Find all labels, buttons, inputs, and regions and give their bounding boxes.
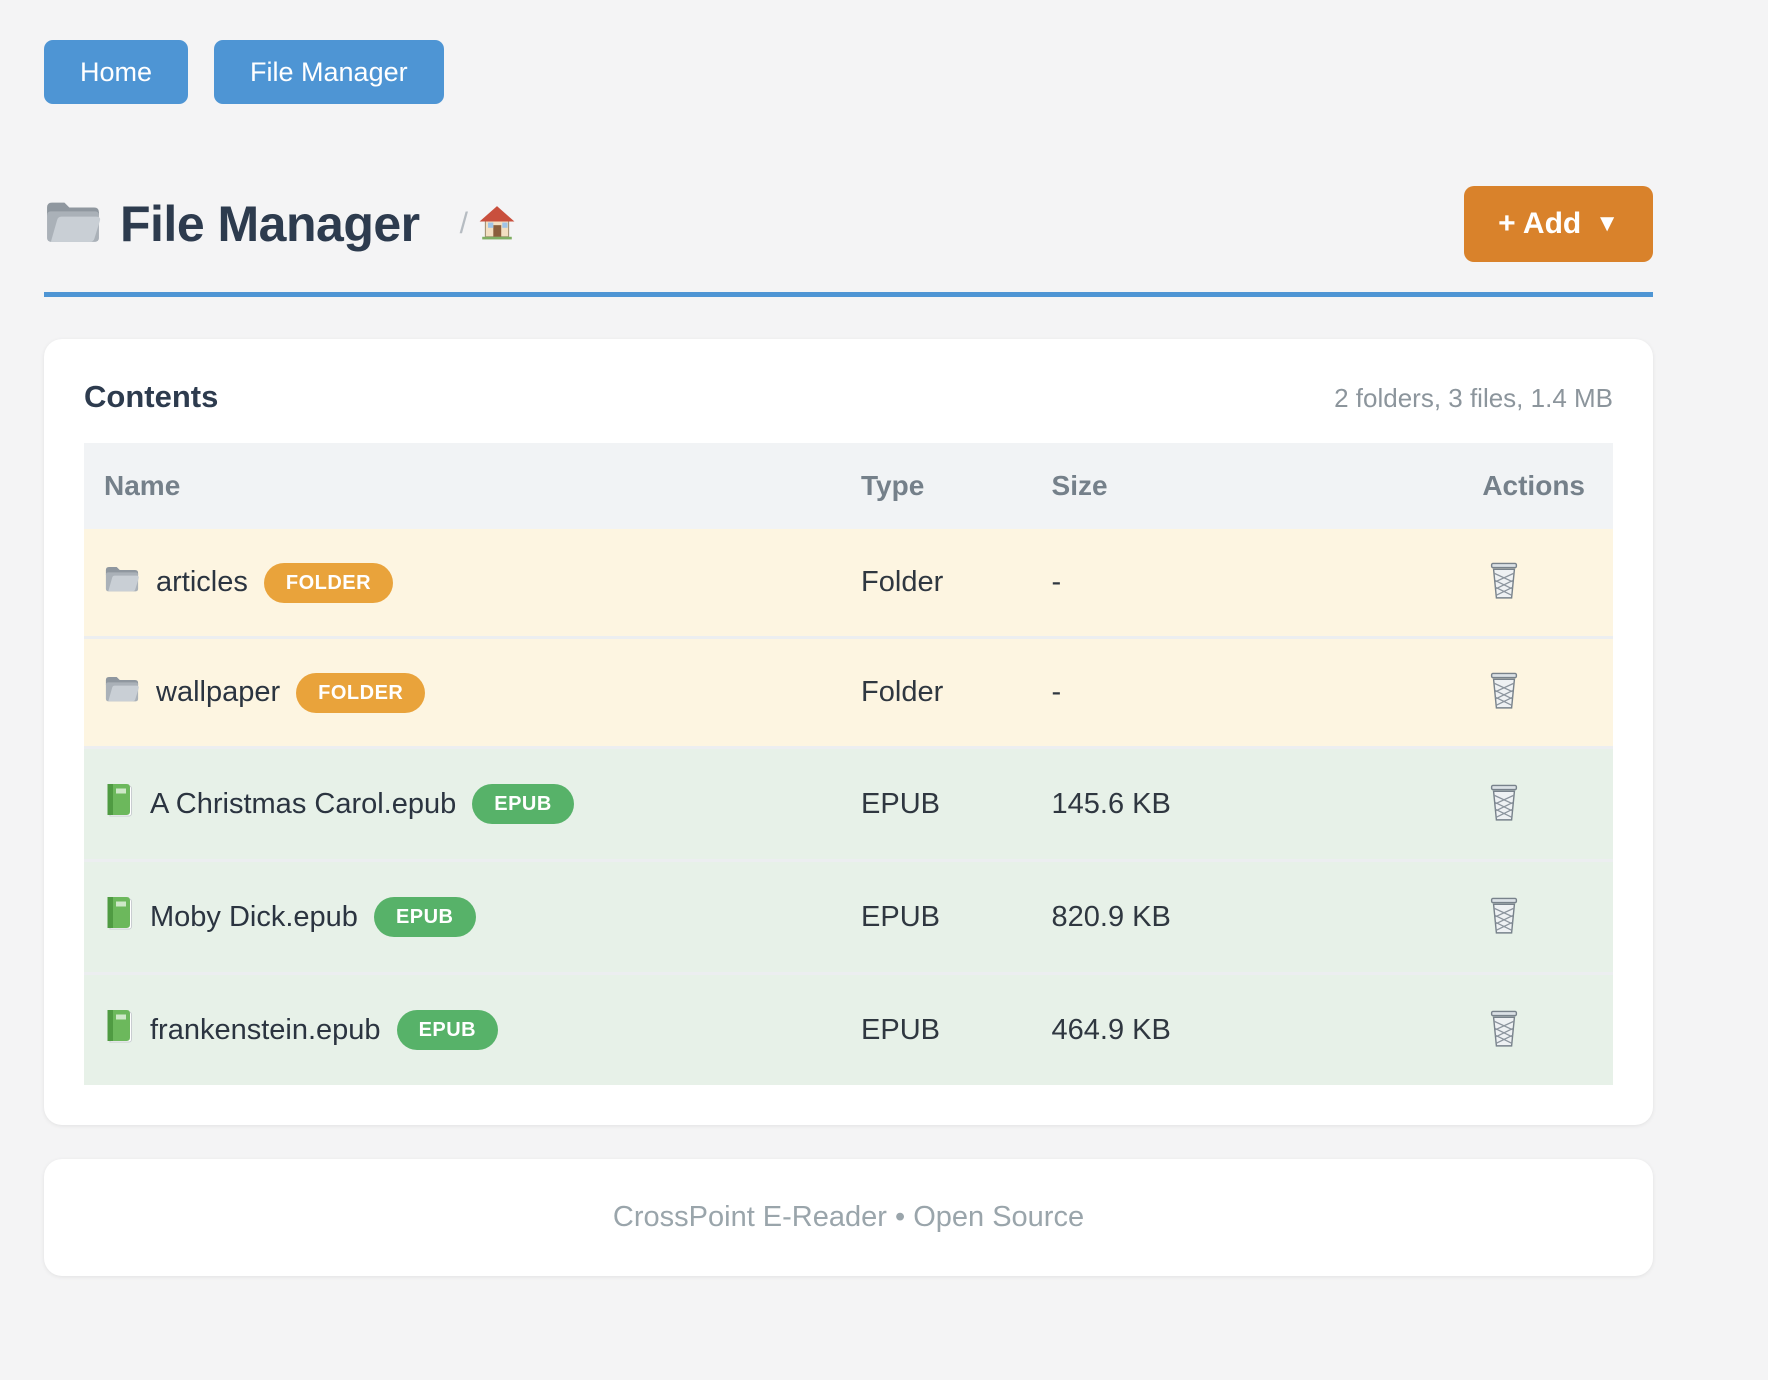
type-badge: EPUB [373, 897, 476, 937]
table-header: Name Type Size Actions [84, 443, 1613, 529]
home-button[interactable]: Home [44, 40, 189, 104]
top-nav: Home File Manager [44, 0, 1653, 104]
delete-button[interactable] [1487, 1010, 1521, 1051]
book-icon [104, 1008, 134, 1052]
page-title: File Manager [120, 196, 420, 252]
table-row: frankenstein.epub EPUB EPUB 464.9 KB [84, 972, 1613, 1085]
size-cell: - [1051, 636, 1303, 748]
delete-button[interactable] [1487, 784, 1521, 825]
page-container: Home File Manager File Manager / [44, 0, 1653, 1276]
size-cell: - [1051, 529, 1303, 638]
name-cell: articles FOLDER [84, 529, 862, 638]
delete-button[interactable] [1487, 897, 1521, 938]
item-name[interactable]: A Christmas Carol.epub [150, 787, 457, 820]
page-header: File Manager / + Add ▼ [44, 186, 1653, 262]
trash-icon [1487, 672, 1521, 713]
contents-card-header: Contents 2 folders, 3 files, 1.4 MB [84, 379, 1613, 415]
column-header-type: Type [861, 443, 1052, 529]
type-cell: Folder [861, 529, 1052, 638]
name-cell: wallpaper FOLDER [84, 636, 862, 748]
type-badge: EPUB [472, 784, 574, 824]
contents-card: Contents 2 folders, 3 files, 1.4 MB Name… [44, 339, 1653, 1125]
breadcrumb-separator: / [459, 207, 468, 240]
folder-icon [104, 564, 140, 602]
item-name[interactable]: wallpaper [156, 676, 281, 708]
item-name[interactable]: frankenstein.epub [150, 1013, 381, 1046]
book-icon [104, 782, 134, 826]
table-body: articles FOLDER Folder - [84, 529, 1613, 1085]
actions-cell [1302, 972, 1613, 1085]
column-header-actions: Actions [1302, 443, 1613, 529]
delete-button[interactable] [1487, 562, 1521, 603]
trash-icon [1487, 897, 1521, 938]
file-table: Name Type Size Actions [84, 443, 1613, 1085]
folder-icon [44, 198, 102, 251]
delete-button[interactable] [1487, 672, 1521, 713]
type-cell: EPUB [861, 859, 1052, 974]
footer-text: CrossPoint E-Reader • Open Source [612, 1201, 1085, 1233]
actions-cell [1302, 636, 1613, 748]
item-name[interactable]: Moby Dick.epub [150, 900, 358, 933]
column-header-name: Name [84, 443, 862, 529]
type-badge: FOLDER [263, 562, 394, 603]
file-manager-button[interactable]: File Manager [214, 40, 444, 104]
type-badge: EPUB [396, 1010, 499, 1050]
table-row: articles FOLDER Folder - [84, 529, 1613, 638]
actions-cell [1302, 859, 1613, 974]
home-icon[interactable] [478, 204, 516, 245]
table-row: wallpaper FOLDER Folder - [84, 636, 1613, 748]
table-row: A Christmas Carol.epub EPUB EPUB 145.6 K… [84, 746, 1613, 861]
size-cell: 820.9 KB [1051, 859, 1303, 974]
trash-icon [1487, 784, 1521, 825]
table-row: Moby Dick.epub EPUB EPUB 820.9 KB [84, 859, 1613, 974]
trash-icon [1487, 562, 1521, 603]
folder-icon [104, 674, 140, 712]
title-divider [44, 292, 1653, 297]
type-badge: FOLDER [296, 672, 426, 713]
size-cell: 464.9 KB [1051, 972, 1303, 1085]
name-cell: A Christmas Carol.epub EPUB [84, 746, 862, 861]
size-cell: 145.6 KB [1051, 746, 1303, 861]
book-icon [104, 895, 134, 939]
type-cell: Folder [861, 636, 1052, 748]
actions-cell [1302, 746, 1613, 861]
type-cell: EPUB [861, 746, 1052, 861]
contents-heading: Contents [84, 379, 219, 414]
title-wrap: File Manager / [44, 195, 516, 253]
name-cell: frankenstein.epub EPUB [84, 972, 862, 1085]
item-name[interactable]: articles [156, 566, 248, 598]
type-cell: EPUB [861, 972, 1052, 1085]
breadcrumb: / [460, 204, 516, 245]
footer: CrossPoint E-Reader • Open Source [44, 1159, 1653, 1276]
column-header-size: Size [1051, 443, 1303, 529]
name-cell: Moby Dick.epub EPUB [84, 859, 862, 974]
contents-summary: 2 folders, 3 files, 1.4 MB [1334, 383, 1613, 413]
trash-icon [1487, 1010, 1521, 1051]
add-button-label: + Add [1498, 207, 1582, 240]
add-button[interactable]: + Add ▼ [1464, 186, 1653, 262]
actions-cell [1302, 529, 1613, 638]
chevron-down-icon: ▼ [1595, 210, 1619, 237]
